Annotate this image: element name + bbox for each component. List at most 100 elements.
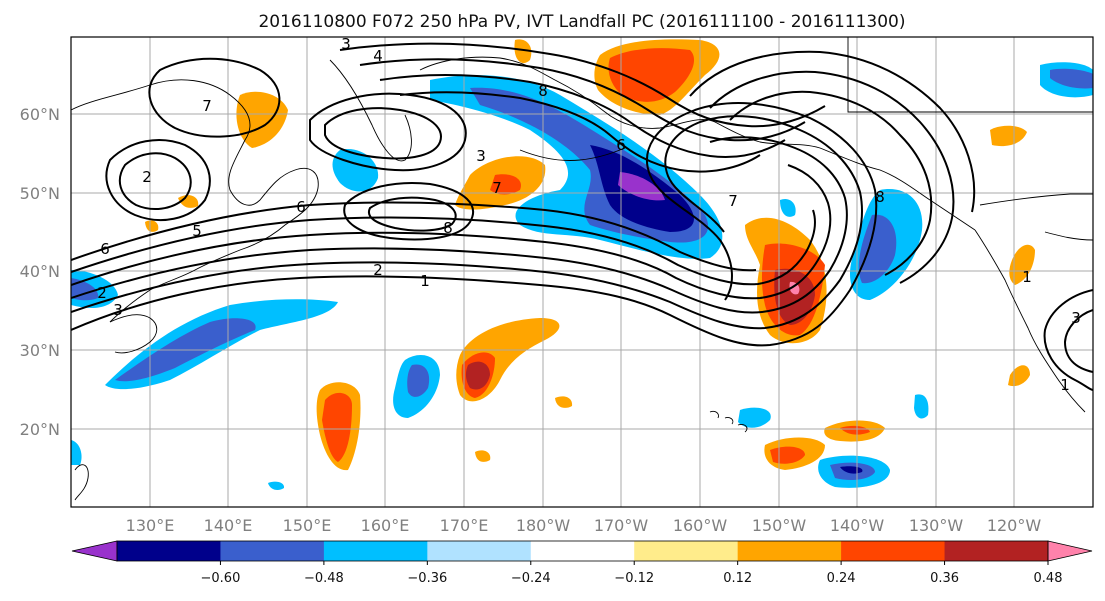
- coast-border-2: [979, 193, 1093, 206]
- colorbar-cell: [737, 541, 842, 561]
- contour-11: [309, 92, 467, 172]
- contour-label: 7: [492, 179, 502, 197]
- positive-small-1: [555, 396, 573, 408]
- colorbar-outline: [116, 540, 1049, 562]
- positive-small-6: [145, 220, 159, 232]
- contour-1: [71, 102, 878, 347]
- contour-label: 3: [113, 301, 123, 319]
- contour-15: [105, 139, 211, 221]
- negative-gulf-alaska-core: [858, 214, 897, 284]
- positive-subtropic-4-core: [840, 425, 870, 435]
- contour-18: [1043, 289, 1093, 391]
- contour-labels: 3 4 8 7 3 6 2 5 6 8 7 2 1 8 6 7 2 3 1 3 …: [97, 37, 1081, 394]
- colorbar-ticks: −0.60 −0.48 −0.36 −0.24 −0.12 0.12 0.24 0.36 0.4…: [201, 561, 1063, 586]
- positive-small-7: [178, 195, 199, 208]
- positive-subtropic-2-darkred: [465, 361, 490, 390]
- contour-3: [71, 136, 848, 314]
- positive-small-8: [514, 39, 532, 64]
- negative-blob-7: [780, 198, 796, 217]
- positive-small-4: [1009, 244, 1035, 285]
- contour-label: 1: [420, 272, 430, 290]
- colorbar-tick-label: 0.48: [1034, 571, 1063, 586]
- coast-japan: [109, 314, 158, 354]
- negative-blob-5: [914, 394, 929, 419]
- contour-label: 8: [538, 82, 548, 100]
- contour-10: [339, 42, 826, 128]
- positive-small-5: [990, 125, 1027, 147]
- lon-label: 140°W: [830, 516, 885, 535]
- contour-22: [689, 50, 976, 213]
- lon-label: 140°E: [204, 516, 253, 535]
- coast-hawaii: [709, 410, 748, 433]
- lat-label: 60°N: [20, 105, 60, 124]
- coast-na-west: [974, 229, 1086, 413]
- contour-12: [324, 107, 442, 160]
- lon-label: 170°E: [440, 516, 489, 535]
- positive-west-blob: [236, 91, 288, 148]
- contour-14: [367, 196, 457, 232]
- colorbar-extend-high: [1047, 540, 1093, 562]
- positive-small-2: [475, 450, 491, 462]
- contour-label: 1: [1060, 376, 1070, 394]
- lon-label: 130°E: [126, 516, 175, 535]
- colorbar-cell: [944, 541, 1049, 561]
- coast-philippines: [74, 464, 89, 501]
- colorbar: −0.60 −0.48 −0.36 −0.24 −0.12 0.12 0.24 0.36 0.4…: [71, 540, 1093, 586]
- graticule: [71, 37, 1093, 507]
- contour-2: [71, 115, 863, 330]
- contour-label: 4: [373, 47, 383, 65]
- pv-contours: [71, 42, 1093, 391]
- positive-subtropic-1-core: [322, 392, 352, 462]
- colorbar-tick-label: −0.24: [511, 571, 551, 586]
- colorbar-cell: [220, 541, 325, 561]
- contour-label: 2: [97, 284, 107, 302]
- coast-asia-east: [71, 79, 319, 323]
- contour-5: [71, 209, 816, 286]
- colorbar-cell: [427, 541, 532, 561]
- longitude-labels: 130°E 140°E 150°E 160°E 170°E 180°W 170°…: [126, 516, 1042, 535]
- map-frame: [70, 36, 1094, 508]
- contour-label: 6: [616, 136, 626, 154]
- contour-label: 8: [443, 219, 453, 237]
- colorbar-cells: [71, 540, 1093, 562]
- colorbar-tick-label: 0.24: [827, 571, 856, 586]
- colorbar-tick-label: −0.36: [407, 571, 447, 586]
- lon-label: 150°W: [752, 516, 807, 535]
- contour-label: 7: [728, 192, 738, 210]
- lat-label: 50°N: [20, 184, 60, 203]
- coast-alaska: [419, 56, 976, 231]
- lon-label: 150°E: [283, 516, 332, 535]
- lon-label: 120°W: [987, 516, 1042, 535]
- lon-label: 160°W: [673, 516, 728, 535]
- contour-21: [709, 70, 955, 284]
- negative-blob-8: [268, 481, 285, 491]
- negative-blob-1-core: [407, 364, 430, 397]
- colorbar-cell: [323, 541, 428, 561]
- lat-label: 40°N: [20, 262, 60, 281]
- coast-kamchatka: [329, 59, 412, 162]
- colorbar-cell: [841, 541, 946, 561]
- contour-4: [71, 164, 832, 300]
- negative-blob-9: [71, 440, 82, 465]
- contour-20: [729, 90, 933, 276]
- contour-7: [399, 91, 761, 173]
- colorbar-cell: [530, 541, 635, 561]
- map-content: 3 4 8 7 3 6 2 5 6 8 7 2 1 8 6 7 2 3 1 3 …: [71, 37, 1093, 507]
- lat-label: 30°N: [20, 341, 60, 360]
- colorbar-extend-low: [71, 540, 118, 562]
- lat-label: 20°N: [20, 420, 60, 439]
- contour-6: [71, 201, 757, 272]
- contour-label: 1: [1022, 268, 1032, 286]
- contour-label: 3: [1071, 309, 1081, 327]
- lon-label: 170°W: [594, 516, 649, 535]
- lon-label: 160°E: [361, 516, 410, 535]
- colorbar-tick-label: −0.48: [304, 571, 344, 586]
- positive-ne-pacific-darkred: [774, 268, 815, 325]
- contour-label: 8: [875, 188, 885, 206]
- figure-title: 2016110800 F072 250 hPa PV, IVT Landfall…: [258, 12, 905, 32]
- contour-label: 5: [192, 222, 202, 240]
- contour-13: [343, 182, 475, 241]
- contour-17: [148, 57, 281, 138]
